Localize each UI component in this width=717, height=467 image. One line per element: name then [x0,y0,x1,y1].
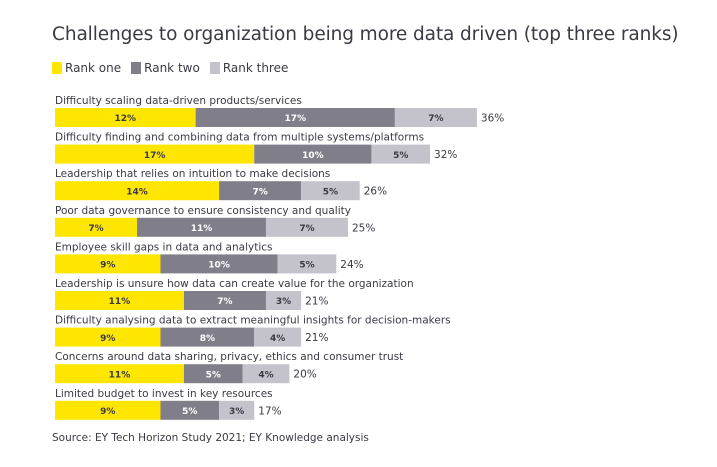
bar-segment [394,108,477,127]
category-label: Difficulty scaling data-driven products/… [55,95,302,107]
category-label: Limited budget to invest in key resource… [55,388,273,400]
bar-segment [301,181,360,201]
data-label: 7% [299,224,314,234]
total-label: 21% [305,332,328,344]
data-label: 7% [252,187,267,197]
data-label: 9% [100,334,115,344]
legend-item-rank-one: Rank one [52,61,121,75]
bar-segment [371,144,431,164]
data-label: 9% [100,261,115,271]
data-label: 17% [284,114,306,124]
bar-segment [55,144,255,164]
total-label: 17% [258,405,281,417]
bar-segment [219,181,302,201]
legend-swatch-rank-two [131,62,142,74]
category-label: Difficulty analysing data to extract mea… [55,315,451,327]
data-label: 11% [109,297,131,307]
total-label: 36% [481,113,504,125]
total-label: 21% [305,296,328,308]
data-label: 9% [100,407,115,417]
bar-segment [160,254,278,274]
bar-segment [183,364,243,384]
total-label: 32% [434,149,457,161]
category-label: Employee skill gaps in data and analytic… [55,241,272,253]
category-label: Difficulty finding and combining data fr… [55,132,424,144]
bar-segment [254,327,302,347]
category-label: Leadership that relies on intuition to m… [55,168,330,180]
bar-segment [55,291,184,310]
data-label: 4% [258,370,273,380]
data-label: 5% [182,407,197,417]
legend-swatch-rank-one [52,62,62,74]
data-label: 5% [206,370,221,380]
source-note: Source: EY Tech Horizon Study 2021; EY K… [52,432,369,444]
category-label: Concerns around data sharing, privacy, e… [55,351,403,363]
bar-segment [195,108,395,127]
category-label: Poor data governance to ensure consisten… [55,205,351,217]
legend: Rank one Rank two Rank three [52,61,298,75]
bar-segment [55,254,161,274]
data-label: 14% [126,187,148,197]
chart-title: Challenges to organization being more da… [52,24,679,45]
legend-label-rank-three: Rank three [222,61,289,75]
bar-segment [55,364,184,384]
bar-segment [55,108,196,127]
data-label: 7% [217,297,232,307]
bar-segment [137,217,266,237]
bar-segment [55,217,138,237]
category-label: Leadership is unsure how data can create… [55,278,414,290]
legend-item-rank-three: Rank three [209,61,289,75]
bar-segment [183,291,266,310]
data-label: 12% [115,114,137,124]
bar-segment [55,181,220,201]
total-label: 24% [340,259,363,271]
bar-segment [265,291,302,310]
bar-segment [55,400,161,420]
bar-segment [160,327,255,347]
data-label: 3% [229,407,244,417]
total-label: 26% [364,186,387,198]
data-label: 17% [144,151,166,161]
bar-segment [277,254,337,274]
legend-item-rank-two: Rank two [131,61,200,75]
bar-segment [219,400,255,420]
data-label: 11% [109,370,131,380]
bar-segment [254,144,372,164]
data-label: 8% [200,334,215,344]
data-label: 10% [302,151,324,161]
data-label: 5% [299,261,314,271]
data-label: 11% [191,224,213,234]
data-label: 7% [88,224,103,234]
data-label: 7% [428,114,443,124]
legend-swatch-rank-three [209,62,220,74]
legend-label-rank-one: Rank one [65,61,122,75]
data-label: 3% [276,297,291,307]
bar-segment [265,217,348,237]
bar-segment [160,400,220,420]
data-label: 4% [270,334,285,344]
data-label: 10% [208,261,230,271]
bar-segment [242,364,290,384]
data-label: 5% [323,187,338,197]
data-label: 5% [393,151,408,161]
bar-segment [55,327,161,347]
total-label: 25% [352,222,375,234]
legend-label-rank-two: Rank two [144,61,200,75]
total-label: 20% [293,369,316,381]
